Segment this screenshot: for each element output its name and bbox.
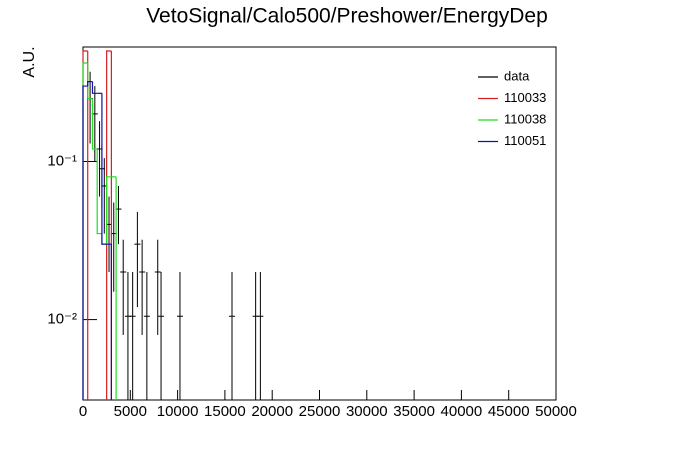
hist-bin <box>106 50 112 400</box>
x-tick-label: 50000 <box>535 403 577 420</box>
legend-label: 110033 <box>504 90 546 105</box>
x-tick-label: 30000 <box>346 403 388 420</box>
hist-bin <box>106 176 112 245</box>
legend-label: 110051 <box>504 133 546 148</box>
legend-label: 110038 <box>504 111 546 126</box>
hist-bin <box>87 81 93 87</box>
hist-bin <box>96 148 102 235</box>
data-point <box>158 272 165 400</box>
hist-bin <box>101 93 107 245</box>
y-tick-label: 10⁻² <box>47 311 77 328</box>
hist-bin <box>87 62 93 100</box>
x-tick-label: 10000 <box>157 403 199 420</box>
x-tick-label: 25000 <box>299 403 341 420</box>
hist-bin <box>91 98 98 150</box>
data-point <box>143 272 150 400</box>
x-tick-label: 45000 <box>488 403 530 420</box>
data-point <box>257 272 264 400</box>
x-tick-label: 35000 <box>393 403 435 420</box>
data-point <box>134 211 141 308</box>
y-axis-label: A.U. <box>21 46 38 77</box>
x-tick-label: 5000 <box>114 403 147 420</box>
data-point <box>139 239 146 335</box>
x-tick-label: 15000 <box>204 403 246 420</box>
x-tick-label: 20000 <box>251 403 293 420</box>
data-point <box>129 272 136 400</box>
x-tick-label: 0 <box>79 403 87 420</box>
data-point <box>176 272 183 400</box>
hist-bin <box>91 81 98 94</box>
hist-bin <box>82 85 88 400</box>
data-point <box>228 272 235 400</box>
y-tick-label: 10⁻¹ <box>47 152 77 169</box>
chart-title: VetoSignal/Calo500/Preshower/EnergyDep <box>146 5 548 28</box>
data-point <box>120 239 127 335</box>
legend-label: data <box>504 68 530 83</box>
data-point <box>154 239 161 335</box>
x-tick-label: 40000 <box>441 403 483 420</box>
